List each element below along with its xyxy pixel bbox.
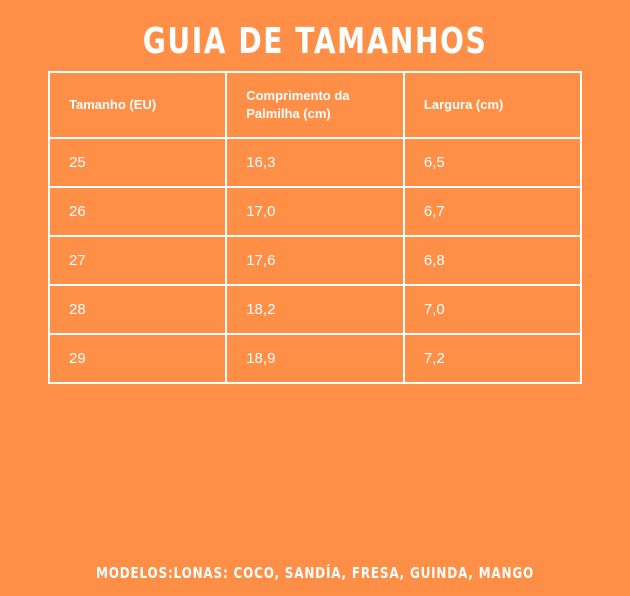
table-row: 26 17,0 6,7 — [47, 186, 583, 237]
insole-length-cell: 16,3 — [225, 137, 405, 188]
table-row: 25 16,3 6,5 — [47, 137, 583, 188]
models-footer: MODELOS:LONAS: COCO, SANDÍA, FRESA, GUIN… — [95, 564, 535, 582]
size-cell: 29 — [47, 333, 228, 384]
insole-length-cell: 18,9 — [225, 333, 405, 384]
size-cell: 27 — [47, 235, 228, 286]
width-cell: 7,2 — [402, 333, 583, 384]
insole-length-cell: 18,2 — [225, 284, 405, 335]
column-header-width: Largura (cm) — [402, 71, 583, 139]
table-row: 29 18,9 7,2 — [47, 333, 583, 384]
page-title: GUIA DE TAMANHOS — [142, 21, 488, 62]
column-header-size: Tamanho (EU) — [47, 71, 228, 139]
insole-length-cell: 17,0 — [225, 186, 405, 237]
table-header-row: Tamanho (EU) Comprimento da Palmilha (cm… — [47, 71, 583, 139]
width-cell: 6,7 — [402, 186, 583, 237]
column-header-insole-length: Comprimento da Palmilha (cm) — [225, 71, 405, 139]
size-table: Tamanho (EU) Comprimento da Palmilha (cm… — [47, 71, 583, 384]
width-cell: 6,5 — [402, 137, 583, 188]
size-cell: 26 — [47, 186, 228, 237]
size-cell: 28 — [47, 284, 228, 335]
width-cell: 7,0 — [402, 284, 583, 335]
insole-length-cell: 17,6 — [225, 235, 405, 286]
table-row: 28 18,2 7,0 — [47, 284, 583, 335]
table-row: 27 17,6 6,8 — [47, 235, 583, 286]
width-cell: 6,8 — [402, 235, 583, 286]
size-cell: 25 — [47, 137, 228, 188]
